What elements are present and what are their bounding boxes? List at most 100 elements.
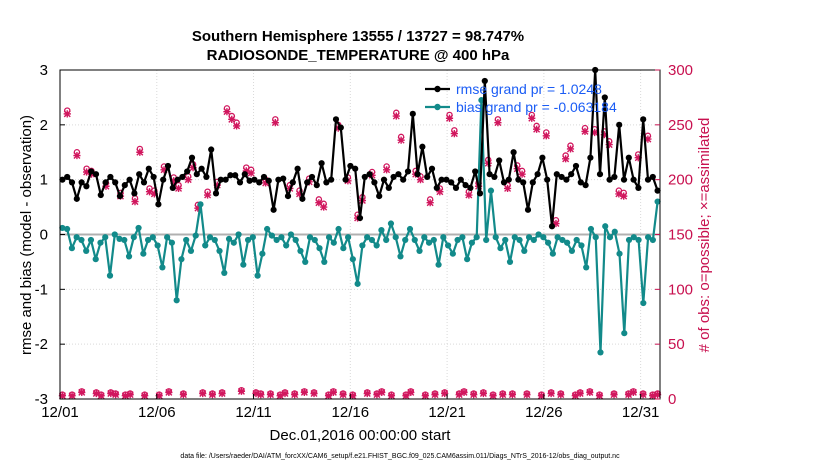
obs-assimilated-point bbox=[562, 155, 570, 163]
rmse-point bbox=[452, 184, 460, 191]
bias-point bbox=[264, 225, 271, 233]
bias-point bbox=[402, 236, 409, 244]
obs-assimilated-point bbox=[266, 391, 275, 399]
rmse-point bbox=[328, 176, 335, 183]
rmse-point bbox=[601, 94, 608, 101]
obs-assimilated-point bbox=[112, 391, 120, 399]
x-tick-label: 12/01 bbox=[41, 404, 79, 421]
bias-point bbox=[144, 236, 152, 244]
rmse-point bbox=[140, 179, 148, 186]
rmse-point bbox=[193, 171, 200, 178]
bias-point bbox=[464, 256, 471, 263]
rmse-point bbox=[544, 176, 551, 183]
bias-point bbox=[449, 250, 456, 257]
rmse-point bbox=[188, 154, 196, 161]
bias-point bbox=[235, 231, 242, 238]
obs-assimilated-point bbox=[615, 190, 623, 198]
obs-assimilated-point bbox=[620, 192, 628, 200]
obs-assimilated-point bbox=[576, 389, 584, 398]
rmse-point bbox=[438, 176, 445, 183]
bias-point bbox=[283, 242, 290, 249]
bias-point bbox=[611, 228, 618, 235]
rmse-point bbox=[467, 184, 474, 191]
obs-assimilated-point bbox=[189, 164, 197, 172]
rmse-point bbox=[625, 154, 632, 161]
bias-point bbox=[492, 234, 499, 241]
left-y-axis: -3 -2 -1 0 1 2 3 bbox=[35, 62, 65, 408]
obs-assimilated-point bbox=[179, 391, 187, 399]
rmse-point bbox=[92, 171, 100, 178]
rmse-point bbox=[179, 173, 186, 181]
bias-point bbox=[183, 236, 190, 244]
rmse-point bbox=[337, 124, 344, 131]
y-tick-left-label: 2 bbox=[40, 117, 48, 134]
obs-assimilated-point bbox=[63, 110, 71, 118]
rmse-point bbox=[380, 176, 388, 183]
obs-assimilated-point bbox=[431, 391, 439, 399]
obs-assimilated-point bbox=[310, 389, 318, 398]
obs-assimilated-point bbox=[479, 389, 487, 398]
rmse-point bbox=[313, 182, 320, 189]
x-axis-label: Dec.01,2016 00:00:00 start bbox=[270, 427, 452, 444]
rmse-point bbox=[457, 176, 464, 183]
bias-point bbox=[83, 247, 90, 255]
bias-point bbox=[164, 234, 171, 241]
rmse-point bbox=[356, 214, 364, 222]
bias-point bbox=[430, 236, 437, 244]
right-y-axis: 0 50 100 150 200 250 300 bbox=[655, 62, 693, 408]
rmse-point bbox=[212, 190, 220, 197]
obs-assimilated-point bbox=[489, 392, 497, 400]
bias-point bbox=[354, 280, 361, 287]
rmse-point bbox=[649, 173, 656, 181]
rmse-point bbox=[635, 184, 642, 191]
obs-assimilated-point bbox=[131, 198, 139, 206]
obs-assimilated-point bbox=[595, 392, 604, 400]
rmse-point bbox=[107, 173, 114, 181]
obs-assimilated-point bbox=[407, 388, 415, 397]
rmse-point bbox=[342, 176, 349, 183]
rmse-point bbox=[203, 173, 210, 181]
rmse-point bbox=[236, 179, 244, 186]
rmse-point bbox=[558, 173, 565, 181]
obs-assimilated-point bbox=[218, 389, 226, 398]
rmse-point bbox=[553, 171, 560, 178]
obs-assimilated-point bbox=[184, 176, 192, 184]
rmse-point bbox=[587, 154, 594, 161]
rmse-point bbox=[520, 179, 527, 186]
bias-point bbox=[359, 242, 366, 249]
rmse-point bbox=[577, 179, 584, 186]
rmse-point bbox=[414, 171, 421, 178]
bias-point bbox=[121, 236, 128, 244]
obs-assimilated-point bbox=[624, 391, 633, 399]
rmse-point bbox=[433, 184, 440, 191]
obs-assimilated-point bbox=[199, 389, 207, 398]
obs-assimilated-point bbox=[600, 131, 608, 139]
bias-point bbox=[497, 245, 504, 252]
obs-assimilated-point bbox=[518, 170, 526, 178]
obs-assimilated-point bbox=[373, 391, 381, 399]
obs-assimilated-point bbox=[136, 148, 144, 156]
bias-point bbox=[311, 236, 318, 244]
y-tick-right-label: 150 bbox=[668, 227, 693, 244]
obs-assimilated-point bbox=[160, 166, 168, 174]
y-tick-right-label: 100 bbox=[668, 281, 693, 298]
obs-assimilated-point bbox=[271, 119, 279, 127]
obs-assimilated-point bbox=[566, 145, 575, 153]
series-layer bbox=[59, 66, 661, 356]
rmse-point bbox=[361, 173, 368, 181]
bias-point bbox=[244, 236, 252, 244]
rmse-point bbox=[217, 176, 224, 183]
rmse-point bbox=[270, 206, 277, 213]
rmse-point bbox=[611, 173, 618, 181]
bias-point bbox=[621, 330, 628, 337]
bias-point bbox=[583, 264, 590, 271]
bias-point bbox=[459, 234, 466, 241]
bias-point bbox=[149, 234, 156, 241]
obs-assimilated-point bbox=[203, 191, 212, 199]
rmse-point bbox=[208, 146, 215, 153]
bias-point bbox=[211, 236, 218, 244]
rmse-point bbox=[150, 173, 157, 181]
rmse-point bbox=[620, 176, 628, 183]
rmse-point bbox=[116, 193, 124, 200]
rmse-point bbox=[121, 182, 128, 189]
